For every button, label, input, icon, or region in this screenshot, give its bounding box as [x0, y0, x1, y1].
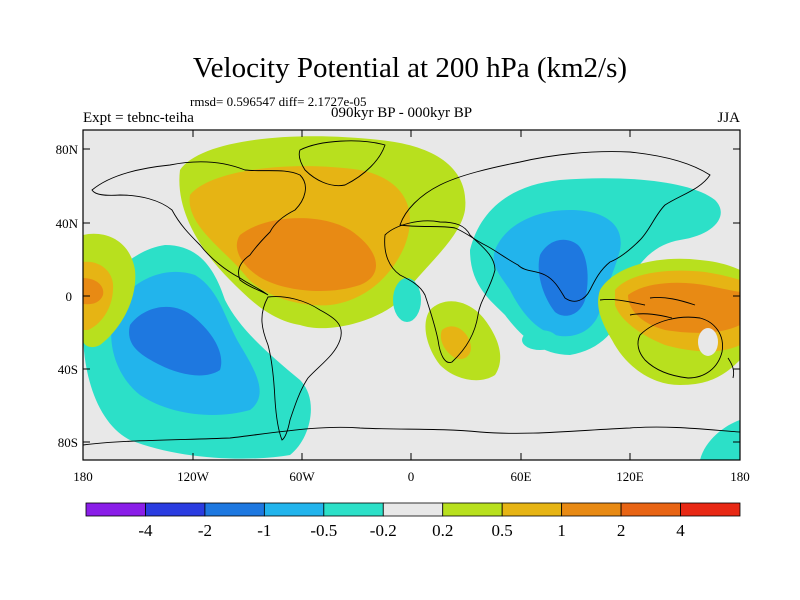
contour-one-west-edge: [83, 278, 104, 305]
y-axis-ticks: [83, 148, 740, 443]
time-range-label: 090kyr BP - 000kyr BP: [331, 105, 473, 121]
y-label-40n: 40N: [56, 216, 79, 231]
contour-half-south-africa: [440, 326, 471, 360]
colorbar-label: -0.2: [370, 521, 397, 540]
colorbar-swatch: [85, 502, 146, 517]
coastline-indonesia: [599, 297, 696, 319]
colorbar-swatch: [145, 502, 206, 517]
contour-neutral-australia-hole: [698, 328, 718, 356]
colorbar-swatch: [442, 502, 503, 517]
colorbar-labels: -4 -2 -1 -0.5 -0.2 0.2 0.5 1 2 4: [138, 521, 685, 540]
experiment-label: Expt = tebnc-teiha: [83, 110, 194, 126]
contour-negative-southeast-edge: [700, 420, 740, 460]
colorbar-label: -0.5: [310, 521, 337, 540]
colorbar-label: 2: [617, 521, 626, 540]
colorbar-swatch: [561, 502, 622, 517]
x-axis-ticks: [192, 130, 631, 460]
colorbar-label: -4: [138, 521, 153, 540]
x-label-0: 0: [408, 469, 415, 484]
contour-negative-atlantic-patch: [393, 278, 421, 322]
coastline-north-america: [91, 161, 306, 296]
colorbar-label: -1: [257, 521, 271, 540]
coastline-new-zealand: [727, 357, 735, 379]
coastline-eurasia: [399, 151, 711, 302]
contour-negative-mozambique-patch: [522, 330, 558, 350]
y-label-80n: 80N: [56, 142, 79, 157]
contour-one-asia: [538, 239, 588, 316]
y-label-80s: 80S: [58, 435, 78, 450]
contour-one-maritime: [628, 282, 740, 333]
colorbar-label: 0.2: [432, 521, 453, 540]
colorbar-swatch: [323, 502, 384, 517]
colorbar-swatch: [680, 502, 741, 517]
x-label-120e: 120E: [616, 469, 644, 484]
coastline-south-america: [261, 296, 342, 441]
contour-fields: [83, 136, 740, 460]
coastline-antarctica: [83, 426, 740, 446]
x-label-180-left: 180: [73, 469, 93, 484]
plot-title: Velocity Potential at 200 hPa (km2/s): [192, 52, 628, 84]
colorbar-swatch: [382, 502, 444, 517]
colorbar-swatch: [263, 502, 325, 517]
colorbar-swatch: [501, 502, 563, 517]
colorbar-label: -2: [198, 521, 212, 540]
season-label: JJA: [717, 110, 740, 126]
colorbar-label: 0.5: [492, 521, 513, 540]
colorbar-label: 4: [676, 521, 685, 540]
contour-one-atlantic: [236, 218, 377, 292]
colorbar-swatch: [620, 502, 681, 517]
y-label-40s: 40S: [58, 362, 78, 377]
coastline-australia: [637, 316, 723, 379]
coastline-africa: [384, 220, 496, 363]
x-label-120w: 120W: [177, 469, 210, 484]
colorbar: [85, 502, 741, 517]
x-label-60w: 60W: [289, 469, 315, 484]
coastline-greenland: [298, 140, 386, 187]
colorbar-swatch: [204, 502, 265, 517]
stats-text: rmsd= 0.596547 diff= 2.1727e-05: [190, 94, 367, 109]
y-label-0: 0: [66, 289, 73, 304]
contour-one-pacific: [129, 306, 222, 376]
x-label-60e: 60E: [511, 469, 532, 484]
colorbar-label: 1: [557, 521, 566, 540]
x-label-180-right: 180: [730, 469, 750, 484]
coastlines: [83, 140, 740, 446]
